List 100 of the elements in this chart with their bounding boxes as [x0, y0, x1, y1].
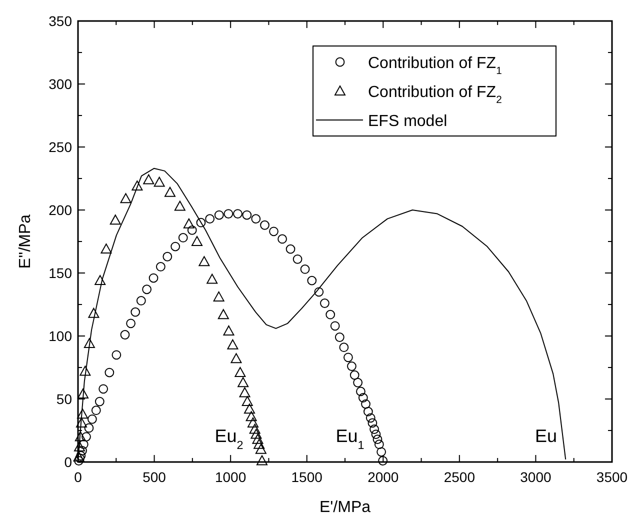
- point: [372, 434, 382, 444]
- point: [120, 193, 132, 204]
- point: [84, 338, 95, 348]
- point: [126, 318, 136, 328]
- point: [77, 408, 88, 419]
- legend-label: Contribution of FZ$_{1}$: [368, 55, 502, 76]
- point: [78, 446, 87, 456]
- point: [74, 441, 86, 452]
- point: [224, 209, 234, 218]
- point: [148, 273, 158, 283]
- point: [353, 378, 363, 388]
- x-tick-label: 3000: [520, 469, 552, 485]
- y-axis-title: E''/MPa: [17, 214, 34, 269]
- point: [366, 413, 376, 423]
- x-tick-label: 3500: [596, 469, 628, 485]
- point: [78, 440, 88, 450]
- point: [358, 393, 368, 402]
- x-tick-label: 2500: [444, 469, 476, 485]
- point: [88, 308, 100, 318]
- point: [162, 252, 172, 262]
- point: [286, 244, 296, 254]
- point: [74, 431, 86, 442]
- point: [374, 440, 384, 450]
- point: [256, 455, 268, 466]
- point: [250, 428, 262, 439]
- point: [76, 417, 88, 428]
- point: [143, 174, 154, 184]
- point: [370, 424, 379, 434]
- point: [120, 330, 130, 340]
- point: [260, 220, 270, 230]
- point: [112, 350, 122, 360]
- point: [230, 353, 242, 364]
- point: [104, 368, 114, 378]
- x-tick-label: 1000: [214, 469, 246, 485]
- point: [94, 275, 106, 286]
- point: [238, 377, 249, 388]
- point: [254, 438, 265, 449]
- y-tick-label: 150: [48, 265, 72, 281]
- point: [170, 242, 180, 252]
- point: [142, 284, 152, 294]
- point: [132, 180, 143, 191]
- y-tick-label: 0: [64, 454, 72, 470]
- legend-label: Contribution of FZ$_{2}$: [368, 84, 502, 106]
- point: [252, 434, 264, 444]
- point: [87, 414, 97, 424]
- point: [246, 411, 257, 422]
- legend-label: EFS model: [368, 113, 448, 130]
- point: [74, 456, 84, 466]
- point: [98, 384, 108, 394]
- point: [251, 214, 261, 224]
- point: [320, 298, 330, 308]
- point: [347, 362, 356, 371]
- point: [307, 276, 317, 286]
- point: [244, 404, 255, 414]
- point: [227, 339, 238, 350]
- point: [234, 367, 246, 378]
- x-tick-label: 500: [142, 469, 166, 485]
- point: [334, 332, 344, 342]
- point: [82, 432, 91, 442]
- point: [174, 200, 186, 211]
- x-tick-label: 0: [74, 469, 82, 485]
- point: [356, 386, 366, 396]
- point: [300, 264, 310, 274]
- annotation: Eu: [534, 426, 558, 446]
- point: [371, 430, 381, 439]
- point: [84, 423, 94, 433]
- point: [292, 254, 302, 264]
- point: [242, 210, 252, 220]
- y-tick-label: 200: [48, 202, 72, 218]
- x-axis-title: E'/MPa: [319, 499, 371, 516]
- point: [91, 406, 101, 416]
- point: [376, 447, 386, 457]
- point: [378, 456, 388, 466]
- point: [130, 307, 140, 317]
- point: [248, 417, 258, 428]
- point: [214, 210, 224, 220]
- point: [80, 366, 91, 376]
- point: [94, 396, 104, 406]
- point: [206, 274, 218, 284]
- point: [78, 388, 89, 398]
- point: [198, 256, 210, 266]
- point: [239, 387, 250, 398]
- y-tick-label: 350: [48, 13, 72, 29]
- point: [278, 234, 287, 244]
- point: [223, 325, 234, 336]
- point: [136, 296, 146, 306]
- point: [218, 309, 229, 320]
- point: [361, 399, 370, 409]
- point: [339, 342, 349, 352]
- point: [187, 225, 197, 235]
- point: [196, 218, 206, 228]
- x-tick-label: 1500: [291, 469, 323, 485]
- y-tick-label: 250: [48, 139, 72, 155]
- point: [154, 176, 165, 187]
- point: [233, 209, 242, 218]
- point: [192, 236, 203, 246]
- point: [363, 406, 373, 416]
- point: [76, 451, 86, 460]
- point: [205, 214, 215, 224]
- point: [269, 226, 278, 236]
